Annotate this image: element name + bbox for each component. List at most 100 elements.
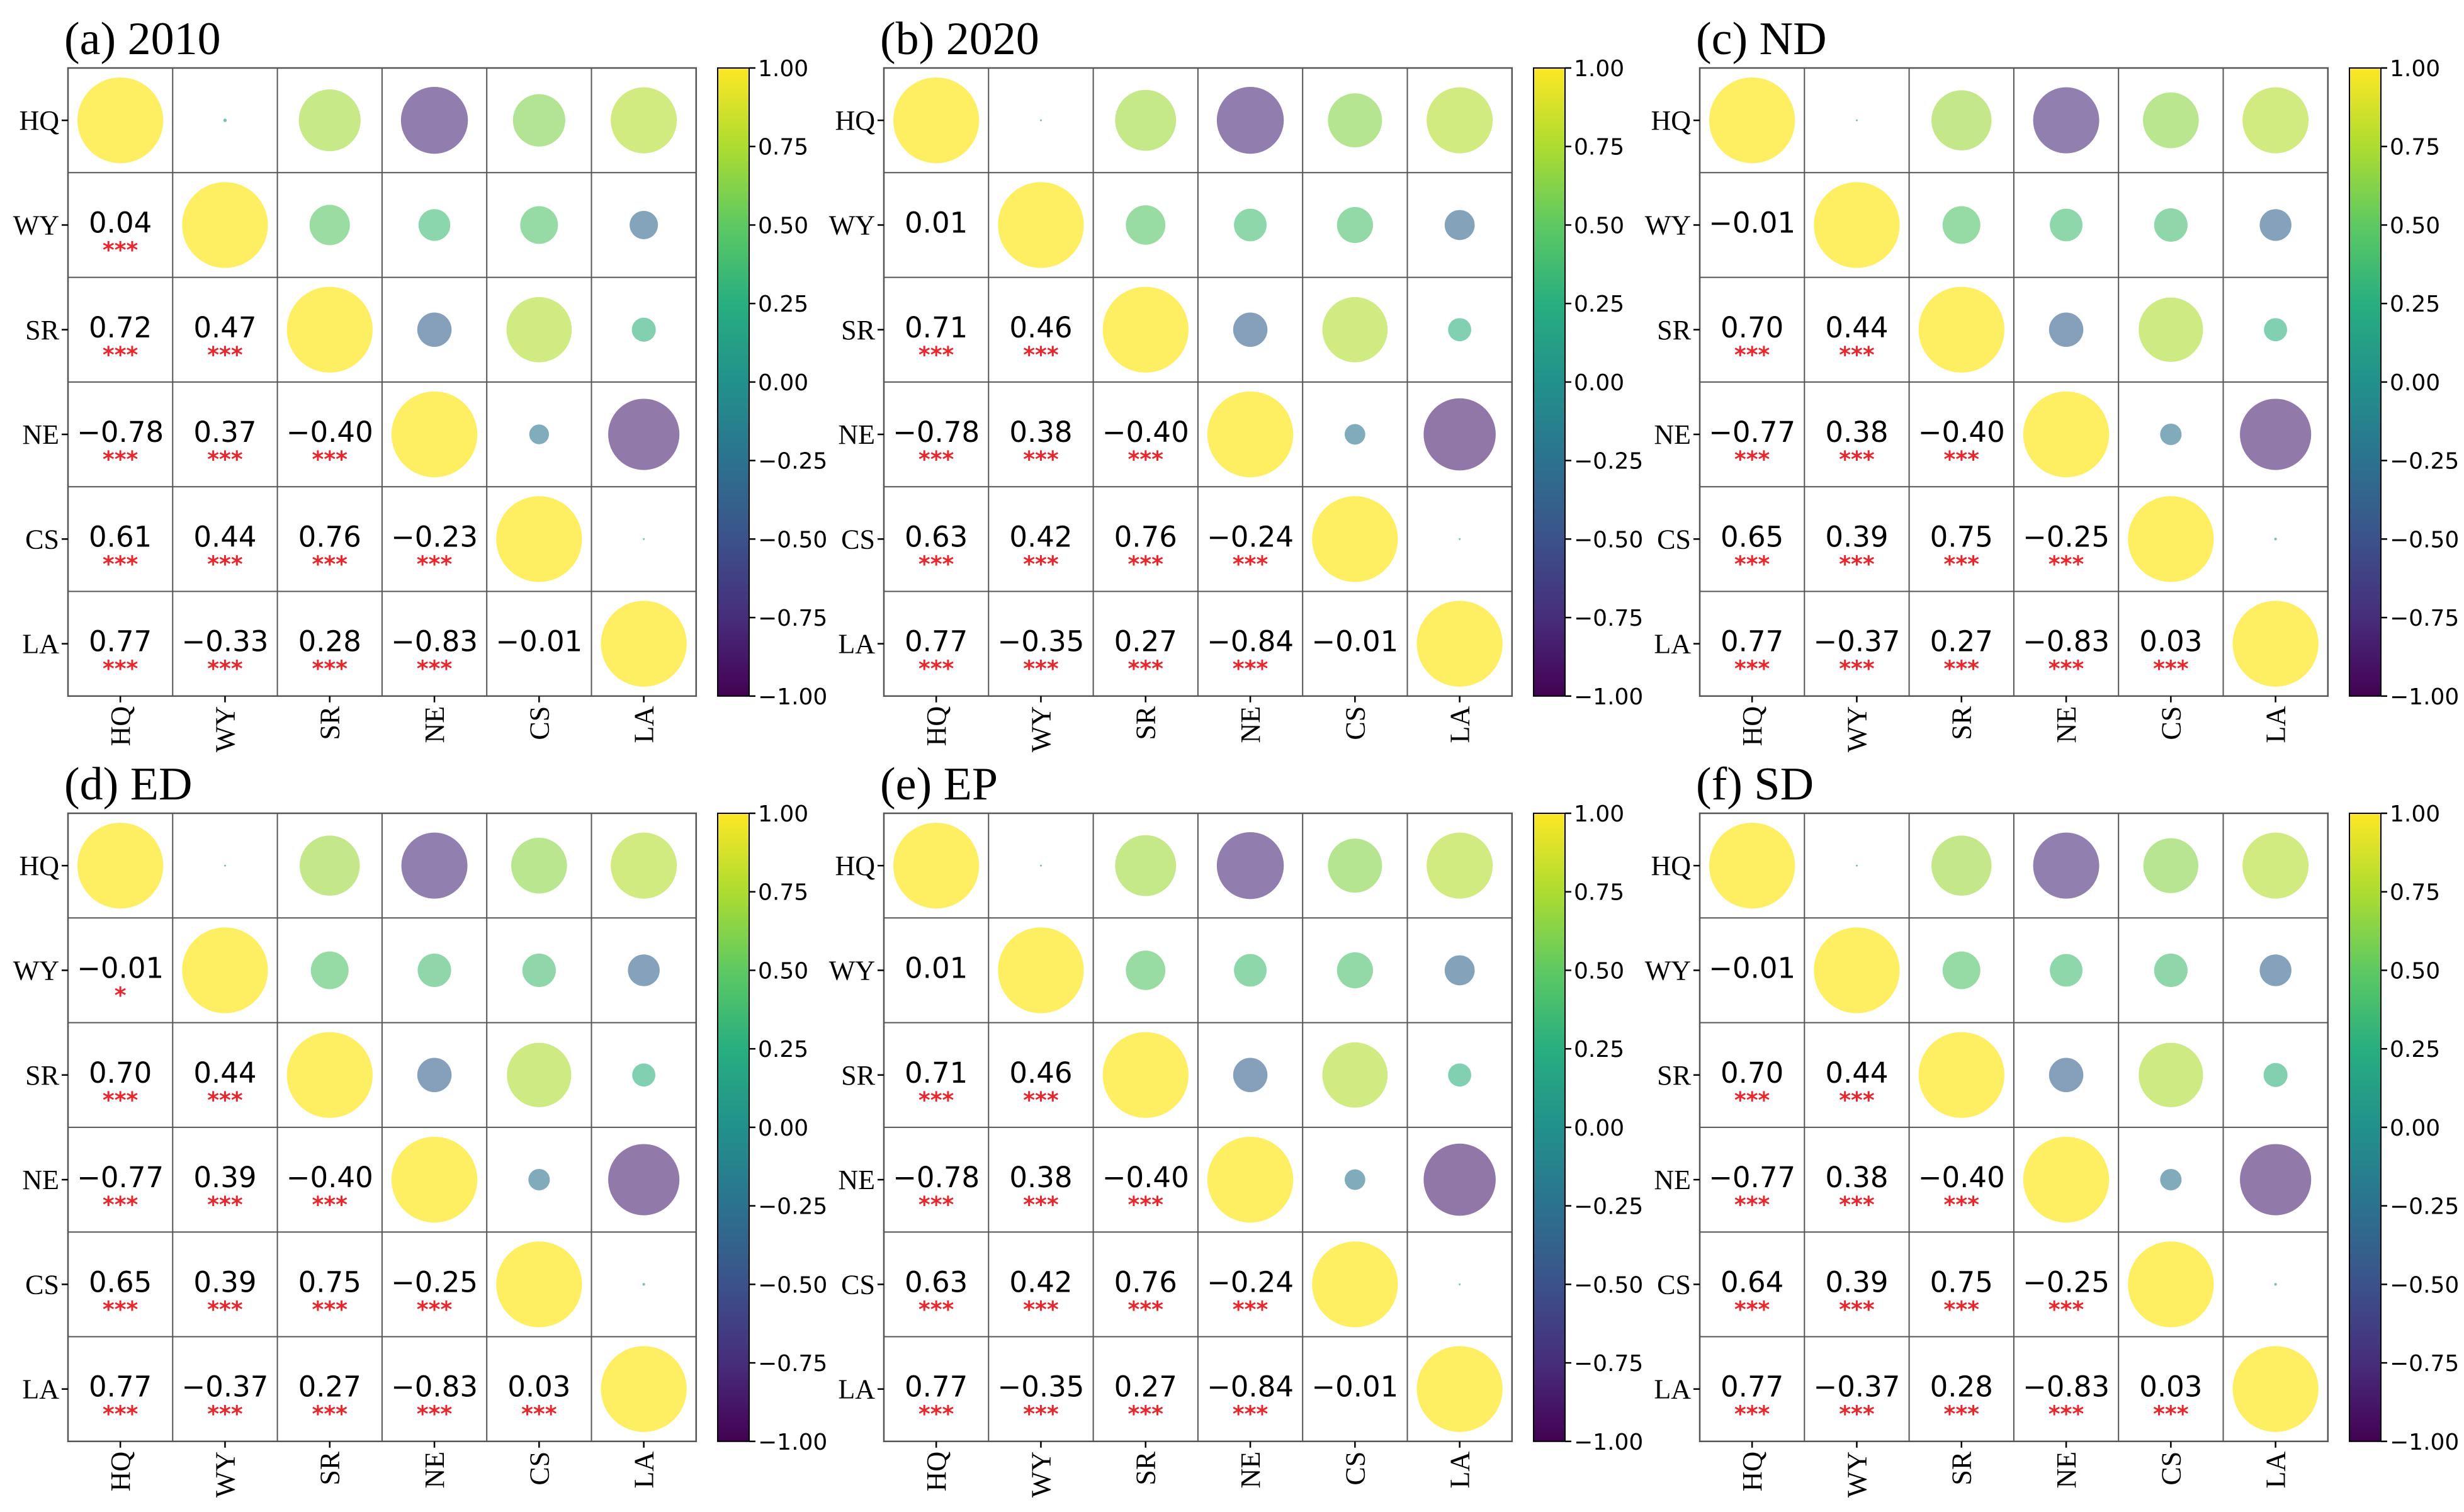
correlation-circle — [2033, 832, 2099, 899]
correlation-circle — [2160, 424, 2182, 446]
colorbar-tick-label: −0.75 — [2390, 606, 2459, 631]
significance-stars: *** — [918, 1192, 954, 1218]
correlation-value: 0.71 — [905, 311, 968, 344]
colorbar-tick-label: −0.25 — [758, 1194, 827, 1220]
significance-stars: *** — [1734, 342, 1770, 368]
correlation-value: −0.40 — [1918, 415, 2005, 449]
correlation-circle — [1448, 1063, 1472, 1087]
correlation-circle — [529, 424, 550, 444]
colorbar-tick-label: 1.00 — [2390, 801, 2440, 827]
y-tick-label: SR — [841, 315, 875, 346]
significance-stars: *** — [918, 342, 954, 368]
correlation-circle — [2050, 954, 2083, 987]
significance-stars: *** — [1839, 551, 1875, 577]
y-tick-label: CS — [25, 524, 59, 555]
colorbar-tick-label: −1.00 — [2390, 1430, 2459, 1455]
x-tick-label: LA — [2261, 1452, 2292, 1489]
significance-stars: *** — [1128, 1192, 1164, 1218]
correlation-circle — [1337, 206, 1373, 244]
correlation-value: 0.39 — [1825, 520, 1888, 553]
correlation-panel: (a) 20100.04***0.72***0.47***−0.78***0.3… — [13, 13, 828, 752]
y-tick-label: CS — [1657, 1269, 1691, 1300]
significance-stars: *** — [918, 1297, 954, 1323]
correlation-value: 0.01 — [905, 206, 968, 239]
x-tick-label: WY — [1026, 1452, 1056, 1498]
correlation-value: 0.63 — [905, 1265, 968, 1299]
significance-stars: *** — [103, 447, 138, 473]
significance-stars: *** — [1734, 1402, 1770, 1428]
significance-stars: *** — [103, 1192, 138, 1218]
correlation-circle — [1312, 496, 1398, 582]
y-tick-label: NE — [838, 1165, 875, 1195]
correlation-value: 0.77 — [89, 625, 152, 658]
y-tick-label: LA — [838, 1374, 875, 1405]
correlation-circle — [1328, 93, 1382, 148]
x-tick-label: HQ — [921, 706, 952, 747]
correlation-circle — [401, 832, 468, 899]
significance-stars: *** — [1734, 1297, 1770, 1323]
colorbar-tick-label: 0.50 — [2390, 213, 2440, 239]
colorbar-tick-label: −0.75 — [1574, 1351, 1643, 1377]
correlation-value: 0.70 — [89, 1056, 152, 1090]
significance-stars: *** — [1734, 551, 1770, 577]
correlation-circle — [2264, 318, 2288, 342]
panel-title: (b) 2020 — [880, 13, 1039, 65]
correlation-value: 0.01 — [905, 951, 968, 984]
significance-stars: *** — [207, 1297, 243, 1323]
significance-stars: *** — [103, 1297, 138, 1323]
correlation-circle — [893, 822, 980, 909]
significance-stars: *** — [1023, 657, 1059, 682]
significance-stars: *** — [312, 1402, 348, 1428]
correlation-value: −0.25 — [391, 1265, 478, 1299]
correlation-value: 0.27 — [1930, 625, 1993, 658]
correlation-value: 0.64 — [1721, 1265, 1783, 1299]
correlation-value: −0.37 — [1813, 625, 1900, 658]
significance-stars: *** — [1128, 657, 1164, 682]
colorbar-tick-label: −1.00 — [758, 684, 827, 710]
significance-stars: *** — [312, 551, 348, 577]
correlation-value: 0.39 — [1825, 1265, 1888, 1299]
colorbar-tick-label: 0.75 — [1574, 880, 1624, 906]
significance-stars: *** — [1128, 447, 1164, 473]
y-tick-label: WY — [13, 955, 59, 986]
correlation-circle — [2139, 1042, 2203, 1107]
correlation-circle — [1423, 1143, 1496, 1216]
correlation-value: −0.01 — [1311, 625, 1398, 658]
correlation-value: 0.76 — [1114, 1265, 1177, 1299]
correlation-circle — [2154, 208, 2188, 242]
significance-stars: *** — [207, 551, 243, 577]
y-tick-label: HQ — [835, 105, 875, 136]
significance-stars: *** — [417, 657, 453, 682]
significance-stars: *** — [103, 342, 138, 368]
correlation-circle — [496, 496, 582, 582]
significance-stars: *** — [1839, 1192, 1875, 1218]
x-tick-label: WY — [1026, 706, 1056, 752]
y-tick-label: NE — [1654, 1165, 1691, 1195]
correlation-circle — [286, 286, 373, 373]
correlation-circle — [1459, 538, 1461, 540]
correlation-circle — [511, 837, 567, 894]
correlation-circle — [77, 822, 164, 909]
correlation-circle — [1942, 951, 1981, 990]
correlation-panel: (f) SD−0.010.70***0.44***−0.77***0.38***… — [1645, 759, 2460, 1498]
x-tick-label: NE — [1235, 706, 1266, 743]
colorbar-tick-label: 0.25 — [1574, 1037, 1624, 1063]
correlation-value: −0.40 — [1102, 1161, 1189, 1194]
correlation-circle — [1337, 952, 1373, 989]
x-tick-label: LA — [629, 706, 660, 743]
correlation-circle — [1855, 119, 1858, 121]
significance-stars: *** — [1734, 657, 1770, 682]
significance-stars: *** — [207, 657, 243, 682]
correlation-circle — [1444, 210, 1475, 240]
colorbar-tick-label: −0.75 — [758, 606, 827, 631]
correlation-circle — [1709, 77, 1795, 164]
correlation-value: 0.03 — [507, 1370, 570, 1404]
correlation-circle — [2259, 209, 2292, 241]
significance-stars: *** — [207, 1088, 243, 1114]
x-tick-label: SR — [1131, 1451, 1161, 1485]
correlation-value: −0.78 — [893, 1161, 980, 1194]
correlation-value: −0.83 — [2023, 1370, 2110, 1404]
correlation-circle — [2049, 1058, 2084, 1093]
colorbar-tick-label: 1.00 — [2390, 56, 2440, 82]
correlation-circle — [1814, 927, 1900, 1013]
